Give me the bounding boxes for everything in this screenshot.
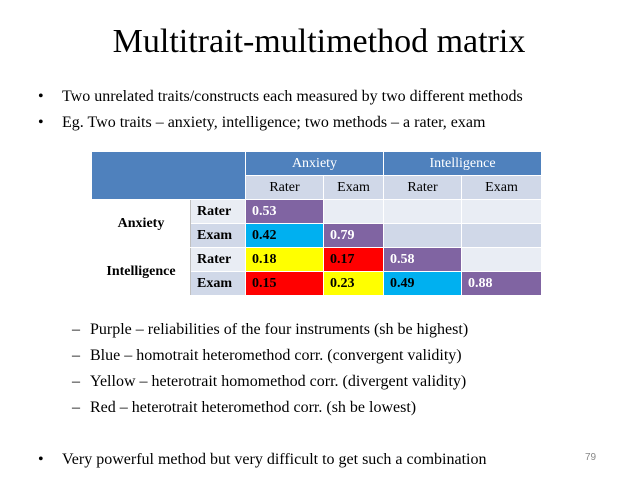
dash-icon: – — [72, 347, 80, 364]
bullet-icon: • — [38, 88, 44, 105]
matrix-cell — [323, 199, 384, 224]
legend-item: – Blue – homotrait heteromethod corr. (co… — [72, 346, 462, 366]
matrix-cell — [383, 199, 462, 224]
header-corner — [91, 151, 246, 200]
mtmm-table: Anxiety Intelligence Rater Exam Rater Ex… — [91, 151, 542, 296]
bullet-text: Very powerful method but very difficult … — [62, 451, 487, 468]
matrix-cell — [461, 247, 542, 272]
matrix-cell — [383, 223, 462, 248]
bullet-item: • Two unrelated traits/constructs each me… — [38, 87, 523, 107]
table-row: Anxiety Rater 0.53 — [91, 199, 542, 248]
legend-item: – Yellow – heterotrait homomethod corr. (… — [72, 372, 466, 392]
bullet-item: • Eg. Two traits – anxiety, intelligence;… — [38, 113, 485, 133]
matrix-cell: 0.58 — [383, 247, 462, 272]
matrix-cell: 0.53 — [245, 199, 324, 224]
row-method-label: Exam — [190, 223, 246, 248]
bullet-item: • Very powerful method but very difficult… — [38, 450, 487, 470]
header-row-traits: Anxiety Intelligence — [91, 151, 542, 200]
legend-text: Blue – homotrait heteromethod corr. (con… — [90, 347, 462, 364]
table-row: Intelligence Rater 0.18 0.17 0.58 — [91, 247, 542, 296]
matrix-cell: 0.17 — [323, 247, 384, 272]
page-number: 79 — [585, 452, 597, 463]
col-method-header: Rater — [245, 175, 324, 200]
matrix-cell — [461, 199, 542, 224]
matrix-cell: 0.88 — [461, 271, 542, 296]
matrix-cell: 0.79 — [323, 223, 384, 248]
col-method-header: Exam — [461, 175, 542, 200]
row-method-label: Rater — [190, 247, 246, 272]
matrix-cell: 0.49 — [383, 271, 462, 296]
table-row: Exam 0.15 0.23 0.49 0.88 — [92, 271, 542, 296]
col-trait-header: Anxiety — [245, 151, 384, 176]
legend-text: Purple – reliabilities of the four instr… — [90, 321, 469, 338]
row-method-label: Exam — [190, 271, 246, 296]
matrix-cell: 0.23 — [323, 271, 384, 296]
legend-text: Yellow – heterotrait homomethod corr. (d… — [90, 373, 467, 390]
dash-icon: – — [72, 321, 80, 338]
matrix-cell — [461, 223, 542, 248]
bullet-icon: • — [38, 114, 44, 131]
row-method-label: Rater — [190, 199, 246, 224]
col-method-header: Exam — [323, 175, 384, 200]
table-row: Exam 0.42 0.79 — [92, 223, 542, 248]
legend-text: Red – heterotrait heteromethod corr. (sh… — [90, 399, 417, 416]
col-trait-header: Intelligence — [383, 151, 542, 176]
bullet-icon: • — [38, 451, 44, 468]
slide-title: Multitrait-multimethod matrix — [112, 23, 526, 60]
bullet-text: Eg. Two traits – anxiety, intelligence; … — [62, 114, 486, 131]
legend-item: – Red – heterotrait heteromethod corr. (s… — [72, 398, 416, 418]
col-method-header: Rater — [383, 175, 462, 200]
legend-item: – Purple – reliabilities of the four inst… — [72, 320, 468, 340]
header-row-methods: Rater Exam Rater Exam — [92, 175, 542, 200]
matrix-cell: 0.18 — [245, 247, 324, 272]
bullet-text: Two unrelated traits/constructs each mea… — [62, 88, 523, 105]
row-trait-label: Anxiety — [91, 199, 191, 248]
dash-icon: – — [72, 399, 80, 416]
dash-icon: – — [72, 373, 80, 390]
matrix-cell: 0.42 — [245, 223, 324, 248]
row-trait-label: Intelligence — [91, 247, 191, 296]
matrix-cell: 0.15 — [245, 271, 324, 296]
